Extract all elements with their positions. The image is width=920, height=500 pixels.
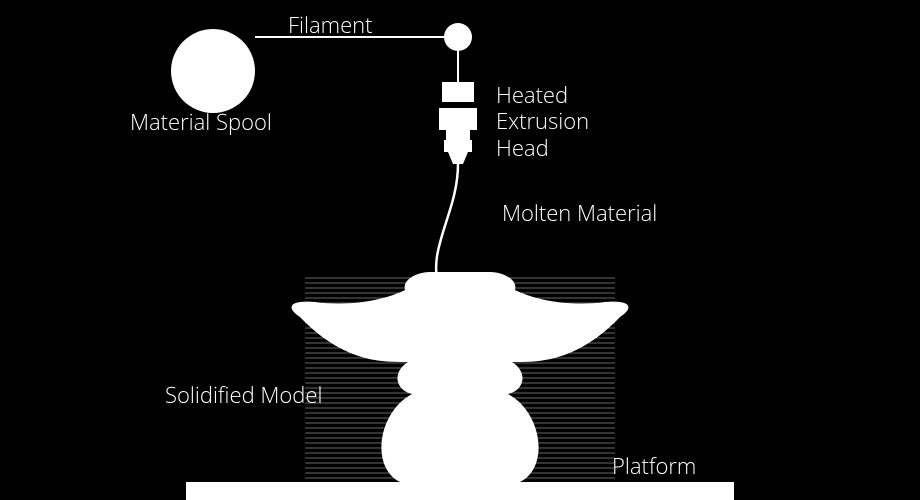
extrusion-head-label-line2: Extrusion [496,108,589,134]
extrusion-head-shape [439,82,477,164]
filament-label: Filament [288,12,373,38]
platform-label: Platform [612,453,696,479]
material-spool-label: Material Spool [130,109,272,135]
solidified-model-label: Solidified Model [165,382,322,408]
diagram-shapes [0,0,920,500]
solidified-model-shape [292,272,629,482]
material-spool-shape [171,29,255,113]
pulley-shape [444,23,472,51]
extrusion-head-label-line3: Head [496,135,589,161]
extrusion-head-label-line1: Heated [496,82,589,108]
molten-material-label: Molten Material [502,200,657,226]
platform-shape [186,482,734,500]
extrusion-head-label: Heated Extrusion Head [496,82,589,161]
molten-material-line [436,164,458,290]
